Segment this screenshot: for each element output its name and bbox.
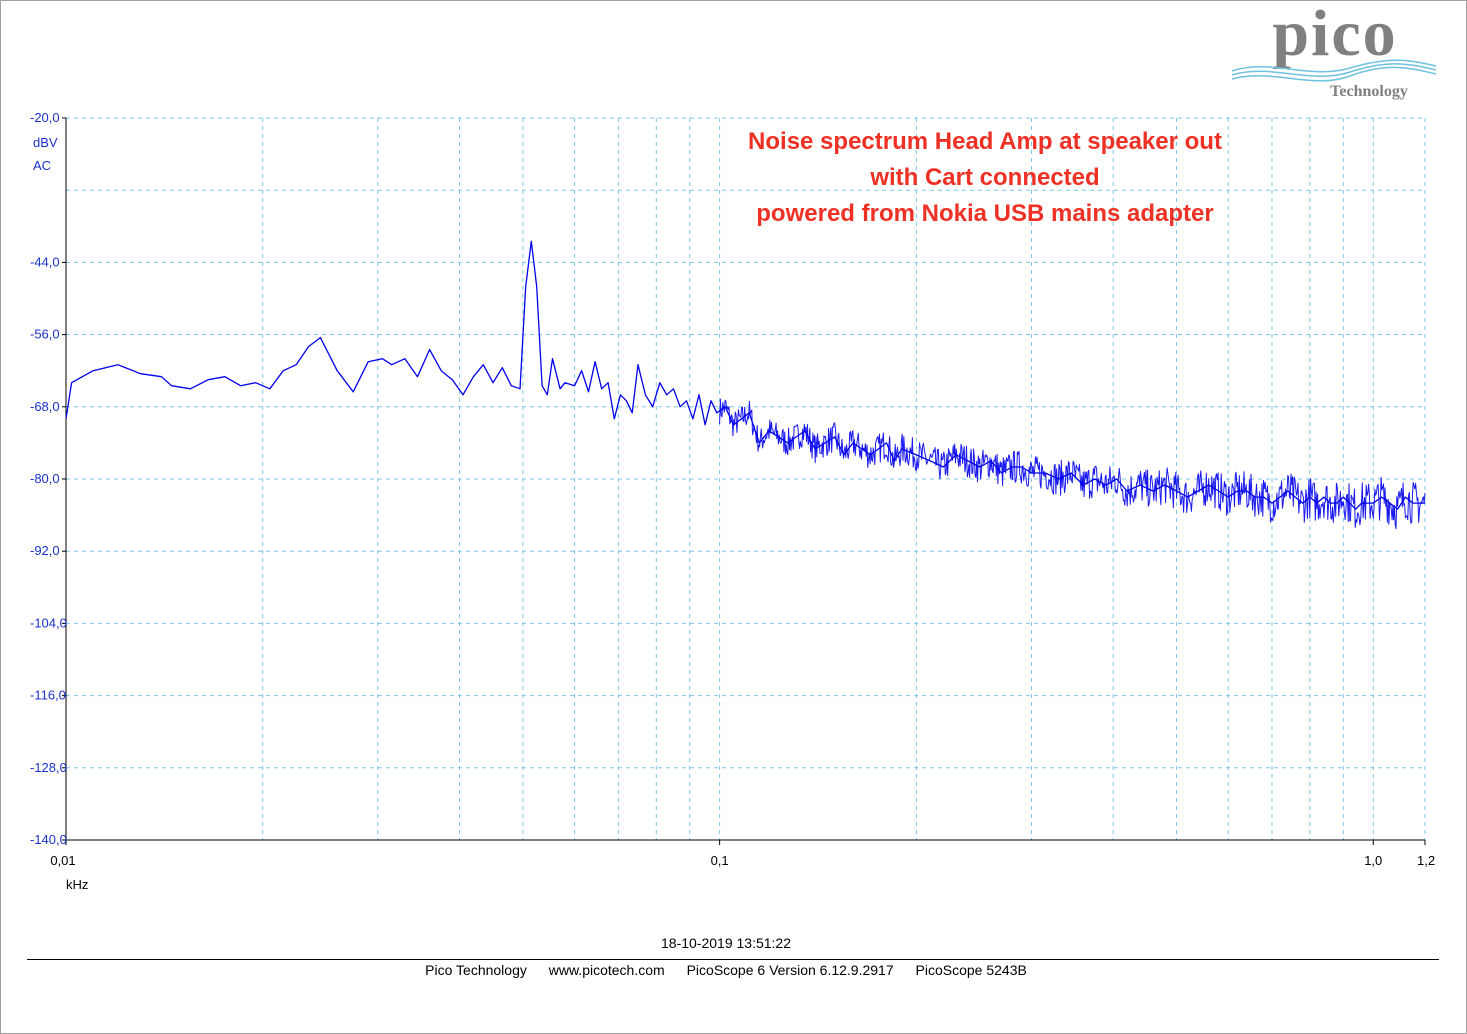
logo-wave <box>1231 63 1437 78</box>
timestamp: 18-10-2019 13:51:22 <box>661 935 791 951</box>
footer-device-model: PicoScope 5243B <box>915 962 1027 978</box>
y-tick-label: -128,0 <box>30 760 67 775</box>
y-unit-label: AC <box>33 158 51 173</box>
chart-title-line: powered from Nokia USB mains adapter <box>756 200 1213 227</box>
logo-wave <box>1231 66 1437 82</box>
y-tick-label: -44,0 <box>30 254 60 269</box>
y-tick-label: -116,0 <box>30 688 66 703</box>
x-tick-label: 1,0 <box>1364 853 1382 868</box>
x-axis-label: kHz <box>66 877 88 892</box>
footer-info: Pico Technology www.picotech.com PicoSco… <box>0 962 1452 978</box>
footer-website: www.picotech.com <box>548 962 665 978</box>
x-tick-label: 0,1 <box>711 853 729 868</box>
footer-software-version: PicoScope 6 Version 6.12.9.2917 <box>686 962 894 978</box>
chart-axes <box>62 117 1426 845</box>
y-tick-label: -92,0 <box>30 543 60 558</box>
logo-sub: Technology <box>1330 83 1408 100</box>
chart-labels: -20,0 -44,0 -56,0 -68,0 -80,0 -92,0 -104,0 -116… <box>30 110 1435 892</box>
x-tick-label: 0,01 <box>50 853 75 868</box>
y-tick-label: -104,0 <box>30 615 67 630</box>
pico-logo: pico Technology <box>1231 0 1437 100</box>
chart-title-line: with Cart connected <box>869 164 1099 191</box>
y-unit-label: dBV <box>33 135 58 150</box>
footer-divider <box>27 959 1439 960</box>
chart-title-line: Noise spectrum Head Amp at speaker out <box>748 128 1222 155</box>
y-tick-label: -56,0 <box>30 327 60 342</box>
y-tick-label: -20,0 <box>30 110 60 125</box>
series-line <box>65 240 1425 510</box>
y-tick-label: -140,0 <box>30 832 67 847</box>
y-tick-label: -68,0 <box>30 399 60 414</box>
y-tick-label: -80,0 <box>30 471 60 486</box>
footer-company: Pico Technology <box>425 962 527 978</box>
logo-wave <box>1231 59 1437 73</box>
x-tick-label: 1,2 <box>1417 853 1435 868</box>
logo-word: pico <box>1272 0 1397 70</box>
series-noise-detail <box>719 398 1426 530</box>
chart-series <box>65 240 1426 530</box>
